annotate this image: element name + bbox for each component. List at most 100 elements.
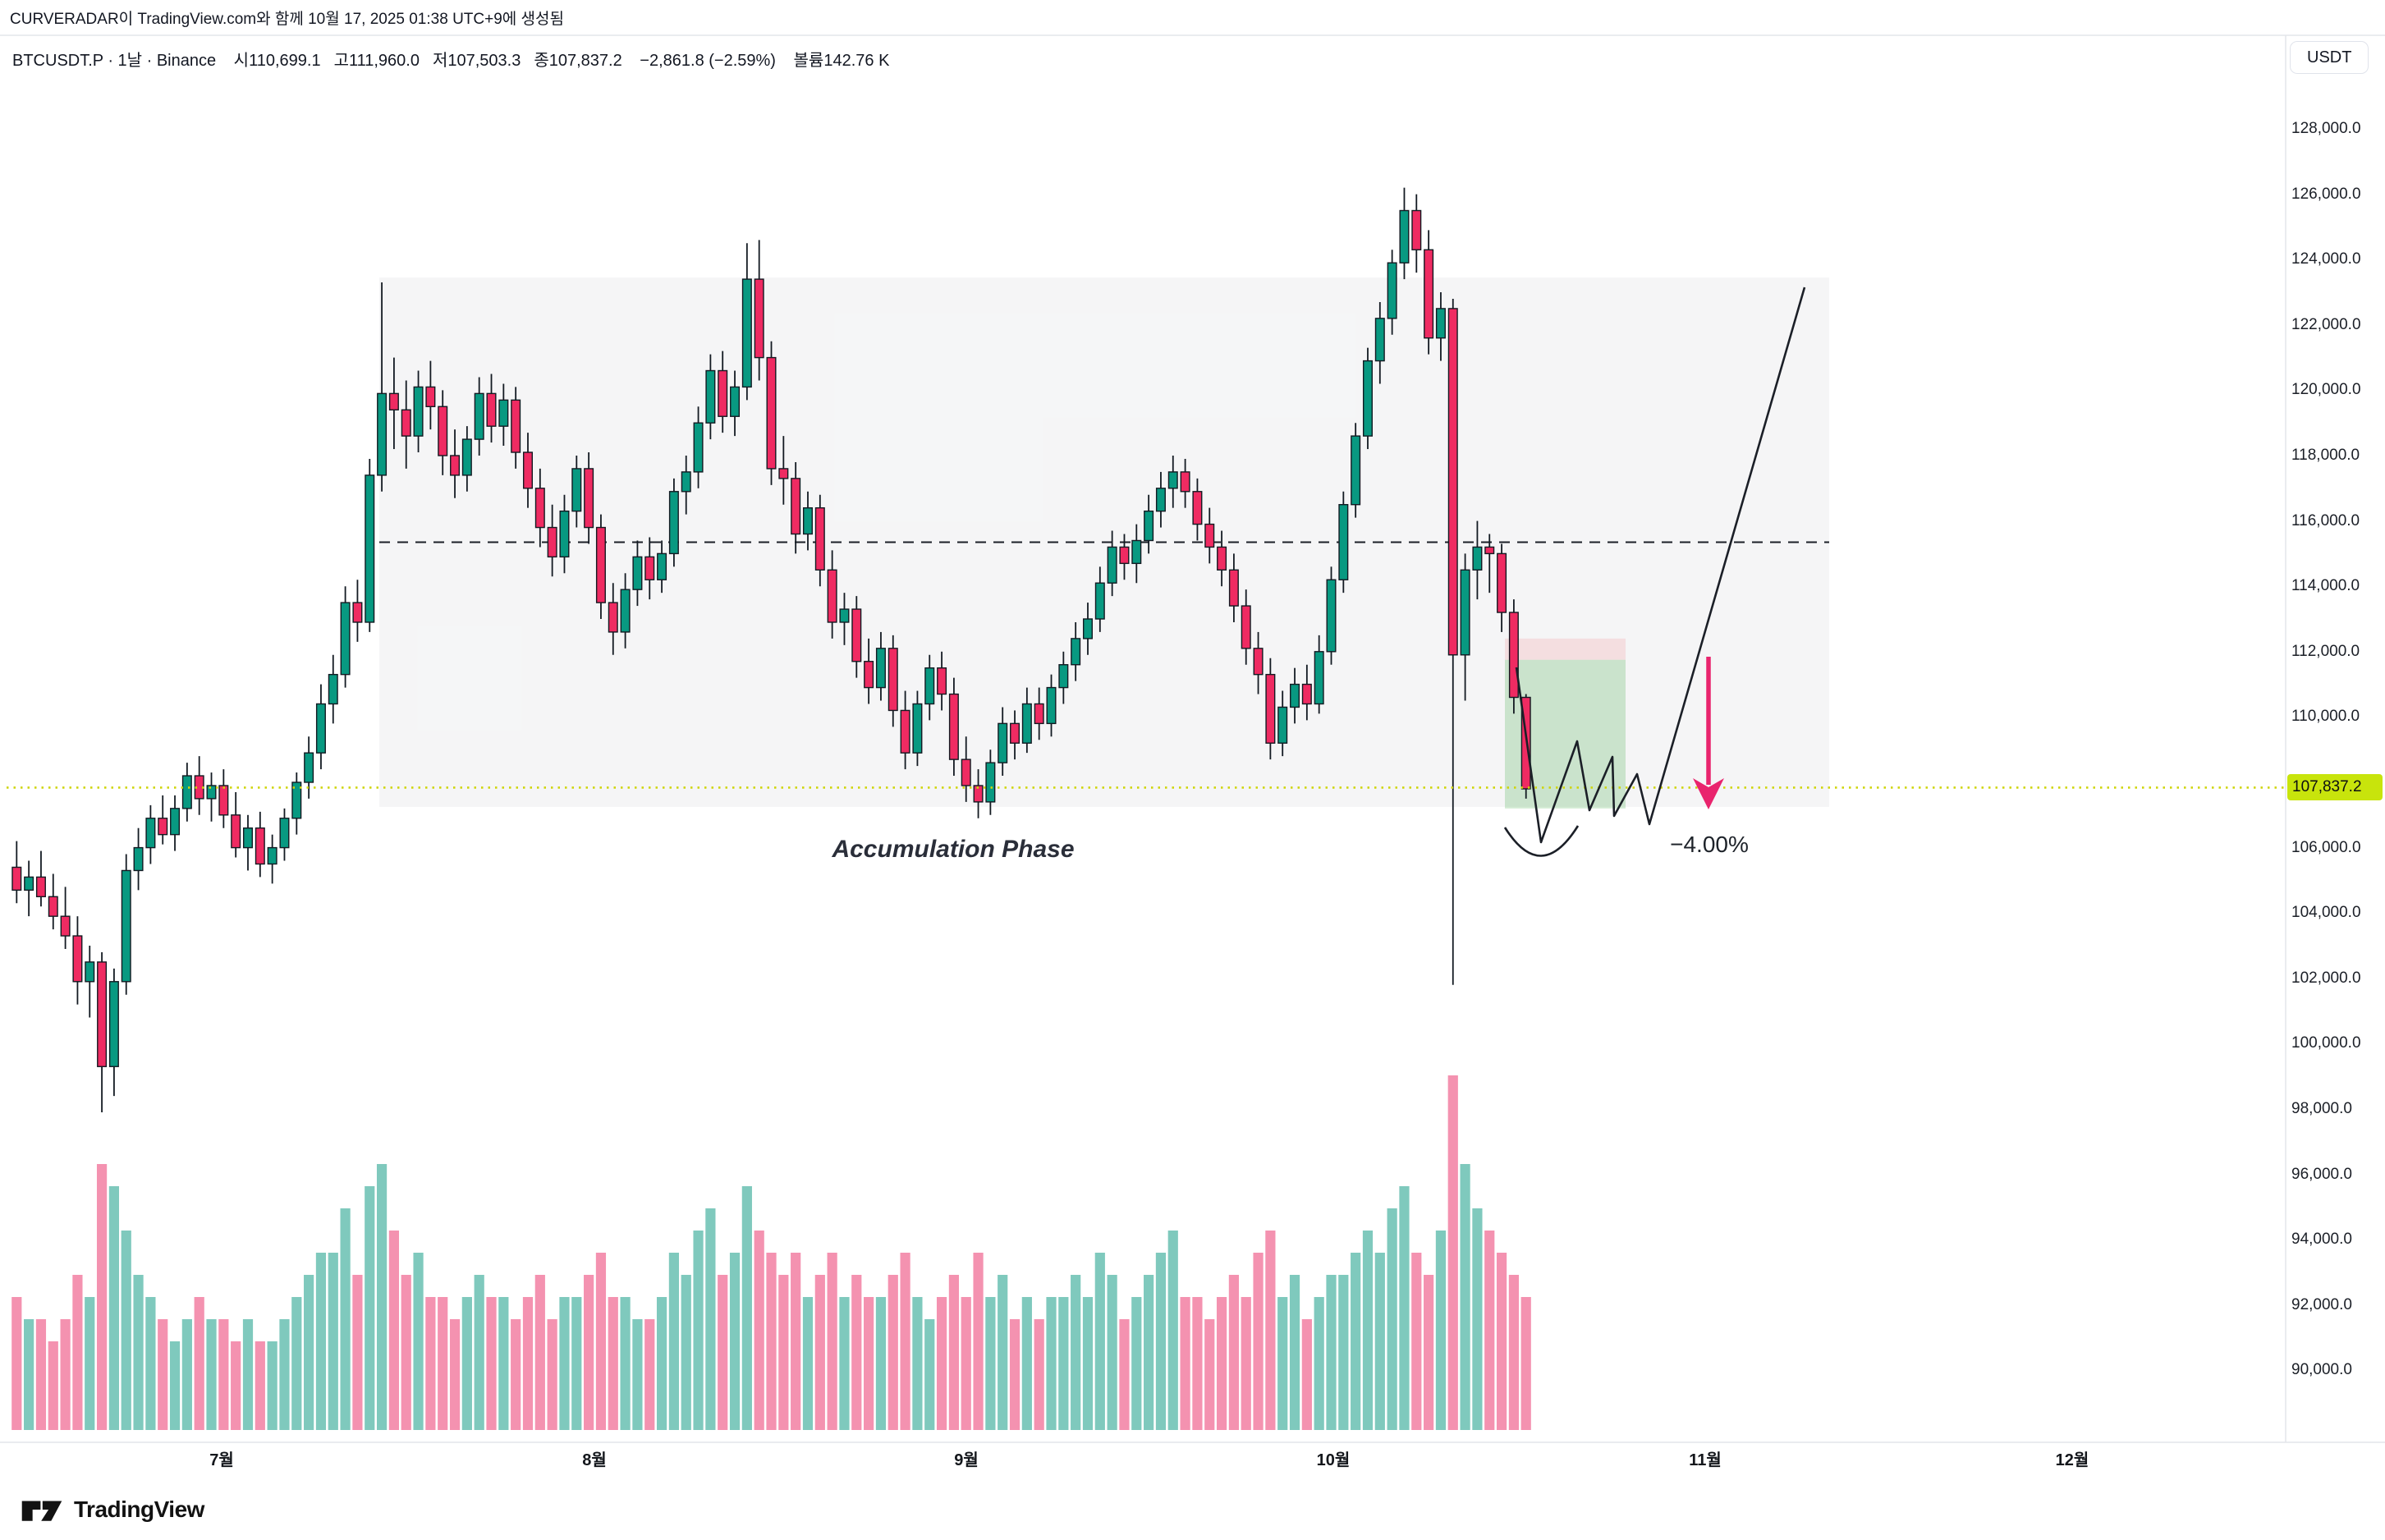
time-axis[interactable]: 7월 8월 9월 10월 11월 12월 — [0, 1445, 2385, 1478]
volume-bar — [656, 1297, 667, 1430]
price-axis-label: 120,000.0 — [2291, 381, 2361, 399]
candle-body — [1411, 209, 1422, 250]
volume-bar — [1058, 1297, 1069, 1430]
candle-body — [741, 278, 752, 388]
volume-bar — [1338, 1275, 1349, 1430]
volume-bar — [291, 1297, 302, 1430]
volume-bar — [1351, 1253, 1361, 1430]
volume-bar — [887, 1275, 898, 1430]
tradingview-logo-text: TradingView — [74, 1496, 204, 1522]
candle-body — [401, 409, 411, 437]
volume-bar — [1472, 1208, 1483, 1430]
candle-body — [1290, 683, 1300, 708]
volume-bar — [1520, 1297, 1531, 1430]
volume-bar — [340, 1208, 351, 1430]
volume-bar — [1301, 1319, 1312, 1430]
candle-body — [632, 556, 643, 590]
candle-body — [181, 775, 192, 809]
candle-body — [450, 455, 461, 476]
candle-body — [1034, 703, 1044, 725]
volume-bar — [924, 1319, 935, 1430]
volume-bar — [328, 1253, 338, 1430]
volume-bar — [559, 1297, 570, 1430]
volume-bar — [511, 1319, 521, 1430]
candle-body — [864, 661, 874, 689]
time-axis-label: 7월 — [209, 1451, 234, 1469]
volume-bar — [158, 1319, 168, 1430]
candle-body — [1447, 308, 1458, 656]
volume-bar — [425, 1297, 436, 1430]
volume-bar — [231, 1341, 241, 1430]
volume-bar — [35, 1319, 47, 1430]
candle-body — [1010, 722, 1021, 744]
candle-body — [438, 406, 448, 456]
candle-body — [559, 510, 570, 558]
volume-bar — [461, 1297, 472, 1430]
volume-bar — [608, 1297, 618, 1430]
time-axis-label: 12월 — [2055, 1451, 2089, 1469]
volume-bar — [24, 1319, 34, 1430]
volume-bar — [998, 1275, 1008, 1430]
volume-bar — [1374, 1253, 1385, 1430]
price-axis-label: 110,000.0 — [2291, 708, 2360, 726]
candle-body — [973, 785, 984, 803]
volume-bar — [181, 1319, 192, 1430]
candle-body — [693, 422, 704, 473]
candle-body — [365, 474, 375, 623]
currency-toggle-button[interactable]: USDT — [2290, 41, 2369, 74]
volume-bar — [48, 1341, 58, 1430]
volume-bar — [864, 1297, 874, 1430]
candle-body — [778, 468, 789, 479]
attribution-text: CURVERADAR이 TradingView.com와 함께 10월 17, … — [10, 11, 564, 28]
price-change: −2,861.8 (−2.59%) — [640, 52, 776, 70]
candle-body — [1071, 638, 1081, 666]
volume-bar — [936, 1297, 947, 1430]
volume-bar — [791, 1253, 801, 1430]
volume-bar — [133, 1275, 144, 1430]
price-axis-label: 96,000.0 — [2291, 1165, 2352, 1183]
volume-bar — [376, 1164, 388, 1430]
candle-body — [498, 399, 509, 427]
candle-body — [1046, 686, 1057, 725]
candle-body — [1144, 510, 1154, 542]
volume-bar — [486, 1297, 497, 1430]
volume-bar — [1180, 1297, 1190, 1430]
volume-field: 볼륨142.76 K — [793, 52, 890, 70]
candle-body — [1387, 262, 1397, 319]
candle-body — [657, 552, 667, 580]
price-axis[interactable]: 128,000.0 126,000.0 124,000.0 122,000.0 120,… — [2287, 0, 2385, 1442]
candle-body — [644, 556, 655, 580]
volume-bar — [1277, 1297, 1288, 1430]
candle-body — [267, 846, 277, 865]
candle-body — [730, 386, 741, 417]
candle-body — [718, 369, 728, 417]
volume-bar — [912, 1297, 923, 1430]
volume-bar — [741, 1186, 752, 1430]
candle-body — [668, 491, 679, 555]
candle-body — [1472, 546, 1483, 571]
volume-bar — [1119, 1319, 1130, 1430]
volume-bar — [1216, 1297, 1227, 1430]
last-price-tag: 107,837.2 — [2287, 774, 2383, 801]
volume-bar — [1241, 1297, 1251, 1430]
candle-body — [584, 468, 594, 529]
price-axis-label: 114,000.0 — [2291, 577, 2360, 595]
candle-body — [72, 935, 83, 983]
volume-bar — [1289, 1275, 1300, 1430]
volume-bar — [718, 1275, 728, 1430]
candle-body — [24, 876, 34, 891]
tradingview-logo[interactable]: TradingView — [21, 1496, 204, 1524]
time-axis-label: 11월 — [1689, 1451, 1722, 1469]
volume-bar — [961, 1297, 971, 1430]
candle-body — [937, 667, 947, 695]
candle-body — [1228, 569, 1239, 607]
volume-bar — [267, 1341, 277, 1430]
candle-body — [60, 915, 71, 937]
volume-bar — [255, 1341, 265, 1430]
candle-body — [11, 866, 22, 891]
candle-body — [1374, 318, 1385, 362]
candle-body — [218, 785, 229, 816]
time-axis-label: 8월 — [582, 1451, 607, 1469]
candle-body — [133, 846, 144, 872]
